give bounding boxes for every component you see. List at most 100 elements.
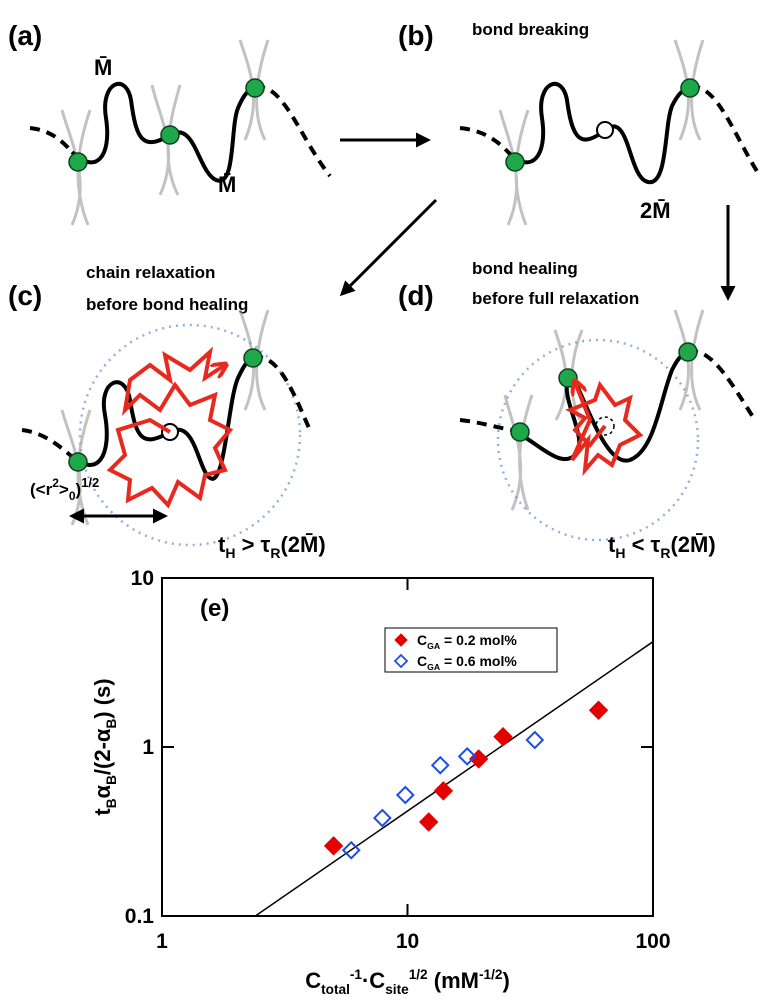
t: 2	[52, 476, 59, 490]
label-part: -1	[350, 967, 363, 982]
y-axis-label: tBαB/(2-αB) (s)	[90, 678, 119, 815]
label-part: = 0.6 mol%	[440, 653, 517, 669]
t: < τ	[625, 532, 660, 557]
crosslink	[160, 125, 180, 145]
panel-label: (d)	[398, 280, 434, 311]
chain-end	[689, 85, 762, 178]
chain-end	[254, 85, 332, 178]
t: R	[660, 545, 670, 561]
condition: tH < τR(2M̄)	[608, 532, 716, 561]
y-tick-label: 10	[131, 567, 154, 590]
panel-label: (b)	[398, 20, 434, 51]
crosslink	[505, 152, 525, 172]
label-part: site	[385, 982, 409, 997]
t: 0	[69, 489, 76, 503]
label-part: total	[321, 982, 350, 997]
caption: before full relaxation	[472, 289, 639, 308]
label-part: t	[90, 808, 115, 816]
caption: bond healing	[472, 259, 578, 278]
y-tick-label: 0.1	[125, 905, 155, 928]
legend-marker	[393, 653, 409, 669]
caption: bond breaking	[472, 20, 589, 39]
chain	[511, 350, 689, 463]
label-part: α	[90, 784, 115, 798]
mass-label: M̄	[94, 55, 112, 80]
x-tick-label: 100	[635, 930, 670, 953]
arrow	[339, 198, 438, 297]
caption: chain relaxation	[86, 263, 215, 282]
chain-end	[459, 418, 513, 432]
label-part: C	[305, 968, 321, 993]
t: (<r	[30, 480, 53, 499]
relaxation-region	[496, 338, 700, 542]
broken-site	[595, 416, 615, 436]
point	[395, 785, 415, 805]
t: 1/2	[81, 475, 99, 490]
broken-bond	[596, 121, 614, 139]
crosslink	[243, 348, 263, 368]
label-part: B	[104, 719, 119, 729]
t: >	[59, 480, 69, 499]
relaxation-path	[565, 382, 644, 477]
point	[468, 749, 489, 769]
point	[323, 836, 344, 856]
label-part: C	[417, 653, 427, 669]
panel-label: (c)	[8, 280, 42, 311]
chain-end	[29, 126, 74, 154]
label-part: GA	[427, 641, 441, 651]
chain-end	[21, 428, 72, 457]
panel-label: (a)	[8, 20, 42, 51]
t: (2M̄)	[280, 532, 325, 557]
relaxation-path	[106, 346, 234, 509]
crosslink	[68, 452, 88, 472]
point	[525, 730, 545, 750]
y-tick-label: 1	[142, 736, 154, 759]
crosslink	[510, 422, 530, 442]
condition: tH > τR(2M̄)	[218, 532, 326, 561]
legend-label: CGA = 0.6 mol%	[417, 653, 517, 672]
label-part: ) (s)	[90, 678, 115, 718]
legend-marker	[394, 633, 408, 647]
t: (2M̄)	[670, 532, 715, 557]
crosslink	[68, 152, 88, 172]
point	[457, 746, 477, 766]
label-part: B	[104, 775, 119, 785]
label-part: B	[104, 798, 119, 808]
chain-end	[687, 349, 757, 422]
x-axis-label: Ctotal-1·Csite1/2 (mM-1/2)	[305, 967, 510, 997]
point	[433, 781, 454, 801]
t: H	[615, 545, 625, 561]
x-tick-label: 1	[156, 930, 168, 953]
crosslink	[678, 342, 698, 362]
legend-label: CGA = 0.2 mol%	[417, 632, 517, 651]
label-part: GA	[427, 662, 441, 672]
point	[588, 700, 609, 720]
t: t	[608, 532, 616, 557]
t: )	[76, 480, 82, 499]
point	[341, 840, 361, 860]
radius-label: (<r2>0)1/2	[30, 475, 99, 503]
t: R	[270, 545, 280, 561]
caption: before bond healing	[86, 295, 248, 314]
t: H	[225, 545, 235, 561]
relaxation-region	[78, 323, 302, 547]
t: t	[218, 532, 226, 557]
label-part: )	[502, 968, 509, 993]
diagram: (a) M̄ M̄ (b) bond breaking 2M̄ (c) chai…	[8, 20, 762, 561]
legend-box	[384, 627, 558, 673]
annotation: (e)	[200, 595, 229, 622]
crosslink	[680, 78, 700, 98]
chain-end	[459, 126, 510, 154]
label-part: (mM	[428, 968, 479, 993]
fit-line	[254, 641, 653, 916]
chain-end	[252, 355, 312, 431]
mass-label: 2M̄	[640, 198, 671, 223]
x-tick-label: 10	[396, 930, 419, 953]
strand	[60, 309, 270, 526]
label-part: = 0.2 mol%	[440, 632, 517, 648]
label-part: /(2-α	[90, 728, 115, 775]
crosslink	[245, 78, 265, 98]
point	[430, 755, 450, 775]
